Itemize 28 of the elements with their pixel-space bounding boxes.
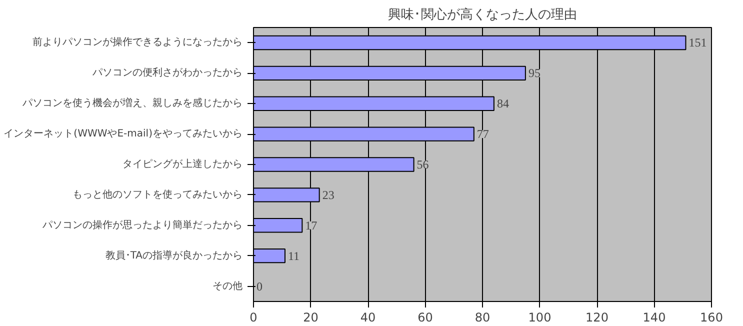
x-tick-label: 20 (303, 310, 318, 324)
data-label: 0 (256, 279, 262, 294)
y-tick-label: インターネット(WWWやE-mail)をやってみたいから (4, 128, 243, 140)
x-tick-label: 160 (700, 310, 723, 324)
data-label: 77 (476, 127, 489, 142)
data-label: 11 (288, 248, 300, 263)
x-tick-label: 80 (474, 310, 490, 324)
x-tick-label: 60 (418, 310, 433, 324)
y-tick-label: その他 (212, 280, 242, 292)
chart-title: 興味･関心が高くなった人の理由 (388, 6, 577, 22)
data-label: 17 (305, 218, 318, 232)
data-label: 56 (416, 158, 429, 172)
x-tick-label: 140 (642, 310, 666, 324)
y-tick-label: 教員･TAの指導が良かったから (105, 249, 243, 262)
data-label: 95 (528, 66, 540, 80)
data-label: 151 (688, 36, 707, 50)
x-tick-label: 100 (528, 310, 552, 324)
data-label: 84 (496, 96, 509, 111)
y-tick-label: パソコンを使う機会が増え、親しみを感じたから (22, 97, 242, 110)
y-tick-label: タイピングが上達したから (122, 158, 242, 170)
x-tick-label: 0 (250, 310, 258, 324)
y-tick-label: もっと他のソフトを使ってみたいから (72, 188, 242, 200)
x-tick-label: 40 (360, 310, 376, 324)
data-label: 23 (322, 188, 334, 202)
x-tick-label: 120 (586, 310, 608, 324)
y-tick-label: パソコンの便利さがわかったから (92, 66, 242, 79)
y-tick-label: パソコンの操作が思ったより簡単だったから (42, 218, 242, 231)
y-tick-label: 前よりパソコンが操作できるようになったから (32, 36, 242, 48)
